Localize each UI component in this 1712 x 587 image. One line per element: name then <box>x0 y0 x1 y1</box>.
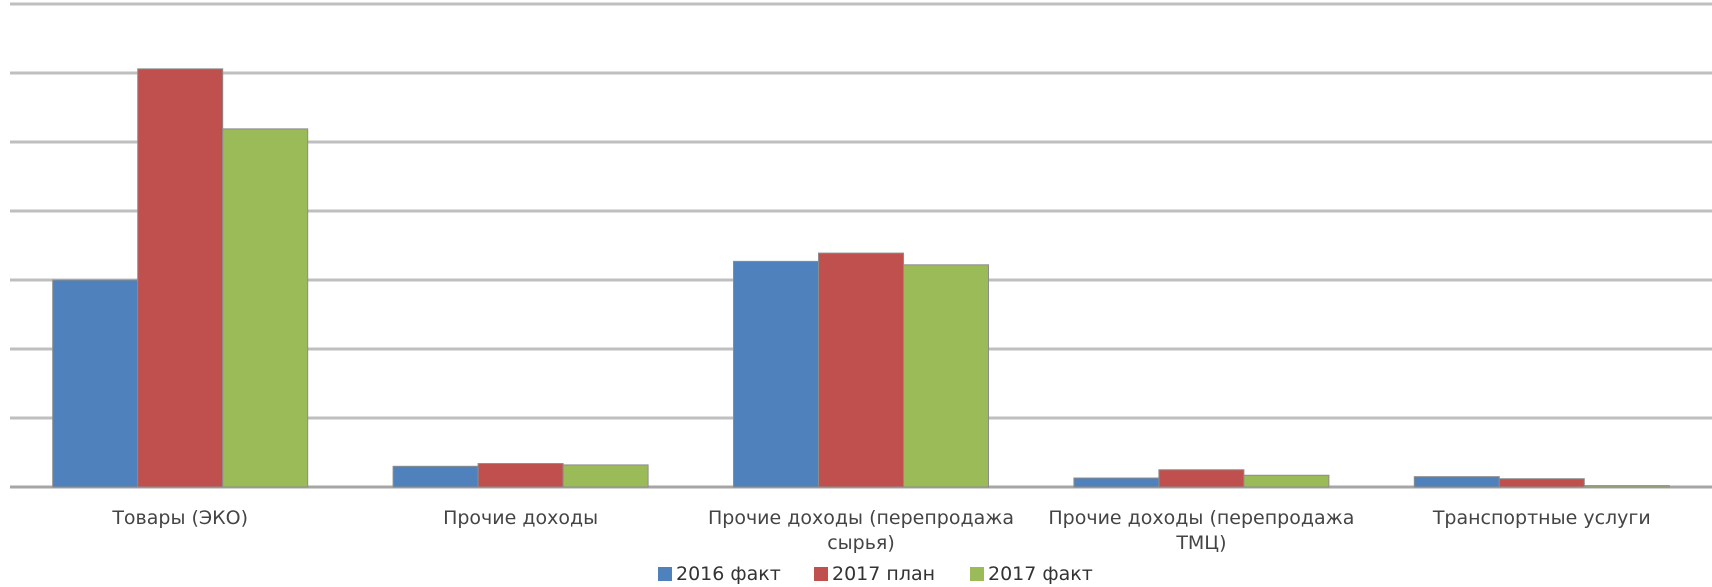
bar <box>818 252 904 488</box>
bar <box>562 464 649 488</box>
category-label: Товары (ЭКО) <box>111 507 248 529</box>
bar <box>222 128 309 488</box>
category-label: Прочие доходы (перепродажа ТМЦ) <box>1048 507 1354 554</box>
category-label: Транспортные услуги <box>1432 507 1651 529</box>
bar <box>1243 474 1330 488</box>
bar <box>903 264 989 488</box>
bar <box>1158 469 1245 488</box>
bars <box>52 68 1670 488</box>
bar <box>392 465 479 488</box>
bar <box>477 463 564 488</box>
legend-label: 2017 факт <box>988 563 1093 585</box>
legend-swatch <box>970 567 984 581</box>
bar <box>1073 477 1160 488</box>
bar <box>1413 476 1500 488</box>
legend-label: 2017 план <box>832 563 935 585</box>
category-labels: Товары (ЭКО) Прочие доходы Прочие доходы (… <box>111 507 1650 554</box>
bar <box>52 279 139 488</box>
bar <box>137 68 224 488</box>
category-label: Прочие доходы (перепродажа сырья) <box>708 507 1014 554</box>
legend: 2016 факт 2017 план 2017 факт <box>658 563 1093 585</box>
category-label: Прочие доходы <box>443 507 598 529</box>
bar <box>1583 485 1670 488</box>
legend-swatch <box>814 567 828 581</box>
bar <box>733 260 819 488</box>
legend-swatch <box>658 567 672 581</box>
bar <box>1498 478 1585 488</box>
legend-label: 2016 факт <box>676 563 781 585</box>
